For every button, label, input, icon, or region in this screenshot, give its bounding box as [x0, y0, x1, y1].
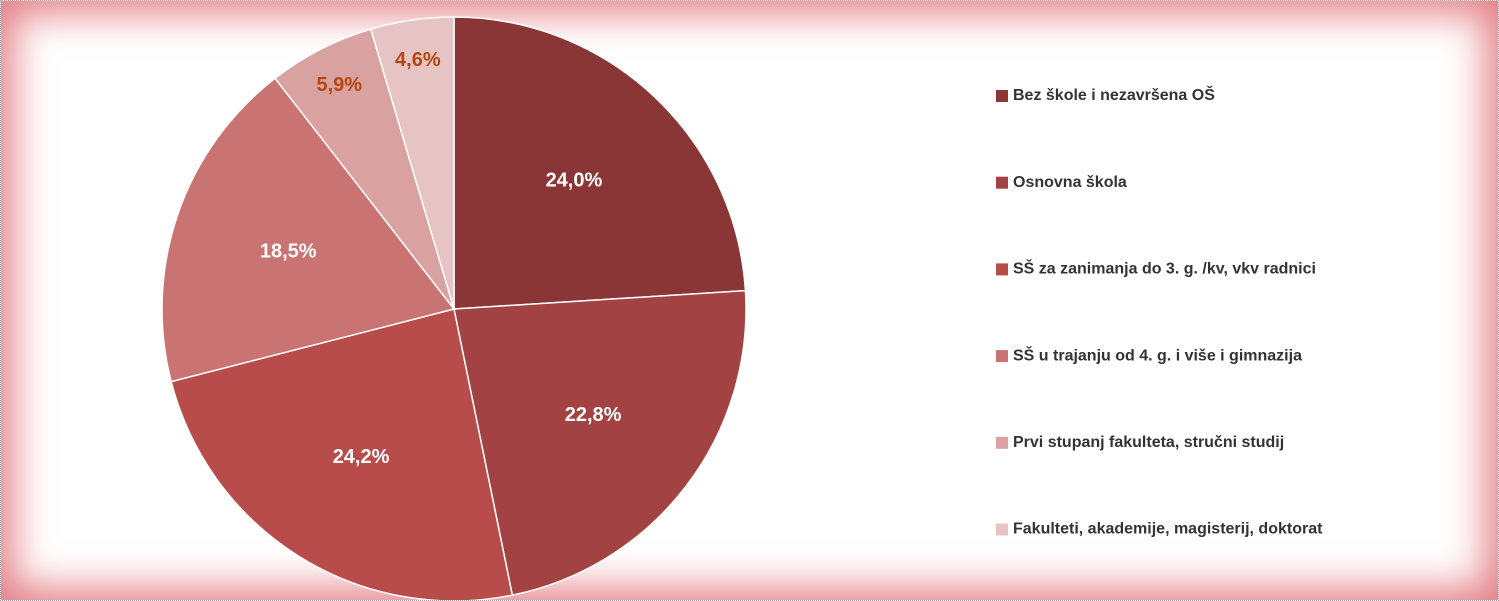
- legend-swatch: [996, 90, 1008, 102]
- legend-label: SŠ za zanimanja do 3. g. /kv, vkv radnic…: [1013, 259, 1316, 278]
- pie-slice: [453, 16, 747, 310]
- legend-label: SŠ u trajanju od 4. g. i više i gimnazij…: [1013, 345, 1302, 364]
- pie-slice: [170, 308, 514, 600]
- legend-label: Bez škole i nezavršena OŠ: [1013, 85, 1215, 104]
- legend-label: Fakulteti, akademije, magisterij, doktor…: [1013, 521, 1323, 538]
- slice-label: 5,9%: [316, 74, 362, 96]
- legend-label: Osnovna škola: [1013, 174, 1127, 191]
- slice-label: 24,2%: [333, 446, 390, 468]
- pie-slice: [369, 16, 455, 310]
- slice-label: 4,6%: [395, 49, 441, 71]
- legend-swatch: [996, 263, 1008, 276]
- legend-swatch: [996, 176, 1008, 189]
- legend-swatch: [996, 350, 1008, 363]
- slice-label: 22,8%: [565, 404, 622, 426]
- legend-label: Prvi stupanj fakulteta, stručni studij: [1013, 434, 1284, 451]
- legend-swatch: [996, 436, 1008, 449]
- slice-label: 24,0%: [546, 170, 603, 192]
- pie-slice: [161, 77, 456, 383]
- pie-slice: [453, 289, 747, 597]
- legend-swatch: [996, 523, 1008, 536]
- slice-label: 18,5%: [260, 241, 317, 263]
